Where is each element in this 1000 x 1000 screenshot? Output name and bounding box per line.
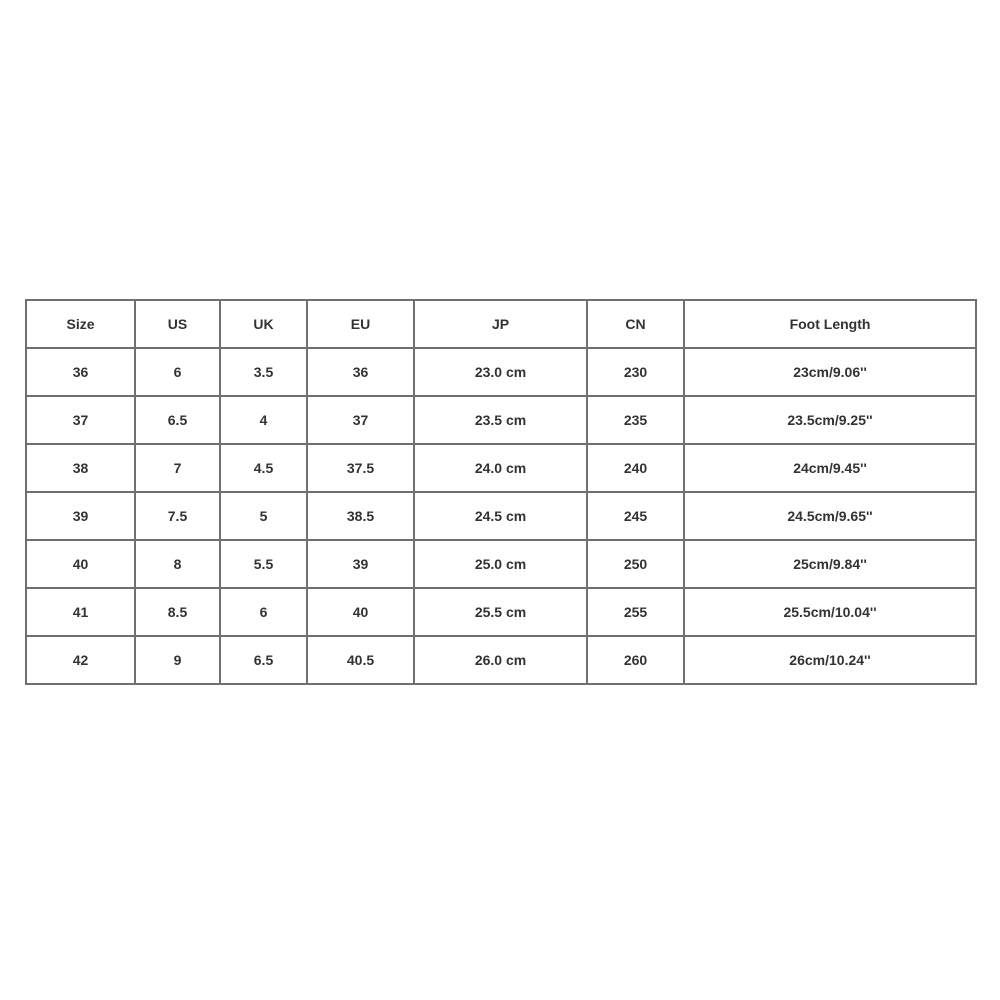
- table-row: 38 7 4.5 37.5 24.0 cm 240 24cm/9.45'': [25, 443, 977, 493]
- table-cell: 8: [134, 539, 221, 589]
- header-cell: JP: [413, 299, 588, 349]
- table-cell: 39: [25, 491, 136, 541]
- table-cell: 3.5: [219, 347, 308, 397]
- table-cell: 6: [134, 347, 221, 397]
- table-cell: 4: [219, 395, 308, 445]
- table-row: 42 9 6.5 40.5 26.0 cm 260 26cm/10.24'': [25, 635, 977, 685]
- table-cell: 7: [134, 443, 221, 493]
- table-cell: 41: [25, 587, 136, 637]
- table-cell: 235: [586, 395, 685, 445]
- header-cell: Foot Length: [683, 299, 977, 349]
- table-cell: 40: [25, 539, 136, 589]
- table-row: 41 8.5 6 40 25.5 cm 255 25.5cm/10.04'': [25, 587, 977, 637]
- table-cell: 260: [586, 635, 685, 685]
- table-cell: 6.5: [134, 395, 221, 445]
- table-cell: 25cm/9.84'': [683, 539, 977, 589]
- header-cell: US: [134, 299, 221, 349]
- table-cell: 25.0 cm: [413, 539, 588, 589]
- header-cell: Size: [25, 299, 136, 349]
- table-cell: 240: [586, 443, 685, 493]
- table-cell: 37: [25, 395, 136, 445]
- table-cell: 25.5cm/10.04'': [683, 587, 977, 637]
- table-cell: 37: [306, 395, 415, 445]
- table-cell: 37.5: [306, 443, 415, 493]
- table-cell: 39: [306, 539, 415, 589]
- table-cell: 23.5 cm: [413, 395, 588, 445]
- table-cell: 25.5 cm: [413, 587, 588, 637]
- table-cell: 36: [306, 347, 415, 397]
- header-cell: CN: [586, 299, 685, 349]
- table-cell: 6.5: [219, 635, 308, 685]
- table-cell: 4.5: [219, 443, 308, 493]
- table-cell: 5: [219, 491, 308, 541]
- table-cell: 26.0 cm: [413, 635, 588, 685]
- header-row: Size US UK EU JP CN Foot Length: [25, 299, 977, 349]
- header-cell: EU: [306, 299, 415, 349]
- table-cell: 24.0 cm: [413, 443, 588, 493]
- header-cell: UK: [219, 299, 308, 349]
- table-cell: 42: [25, 635, 136, 685]
- table-cell: 230: [586, 347, 685, 397]
- table-cell: 26cm/10.24'': [683, 635, 977, 685]
- table-cell: 8.5: [134, 587, 221, 637]
- table-cell: 24.5cm/9.65'': [683, 491, 977, 541]
- table-row: 37 6.5 4 37 23.5 cm 235 23.5cm/9.25'': [25, 395, 977, 445]
- table-cell: 5.5: [219, 539, 308, 589]
- table-cell: 6: [219, 587, 308, 637]
- table-cell: 255: [586, 587, 685, 637]
- table-cell: 36: [25, 347, 136, 397]
- size-chart-table: Size US UK EU JP CN Foot Length 36 6 3.5 36 23.0 cm…: [25, 299, 977, 685]
- table-cell: 23.0 cm: [413, 347, 588, 397]
- table-cell: 24cm/9.45'': [683, 443, 977, 493]
- table-cell: 38.5: [306, 491, 415, 541]
- table-cell: 9: [134, 635, 221, 685]
- table-cell: 24.5 cm: [413, 491, 588, 541]
- table-row: 39 7.5 5 38.5 24.5 cm 245 24.5cm/9.65'': [25, 491, 977, 541]
- table-cell: 245: [586, 491, 685, 541]
- table-cell: 7.5: [134, 491, 221, 541]
- table-cell: 40: [306, 587, 415, 637]
- table-cell: 23cm/9.06'': [683, 347, 977, 397]
- table-cell: 40.5: [306, 635, 415, 685]
- table-row: 36 6 3.5 36 23.0 cm 230 23cm/9.06'': [25, 347, 977, 397]
- table-cell: 23.5cm/9.25'': [683, 395, 977, 445]
- table-cell: 38: [25, 443, 136, 493]
- table-cell: 250: [586, 539, 685, 589]
- table-row: 40 8 5.5 39 25.0 cm 250 25cm/9.84'': [25, 539, 977, 589]
